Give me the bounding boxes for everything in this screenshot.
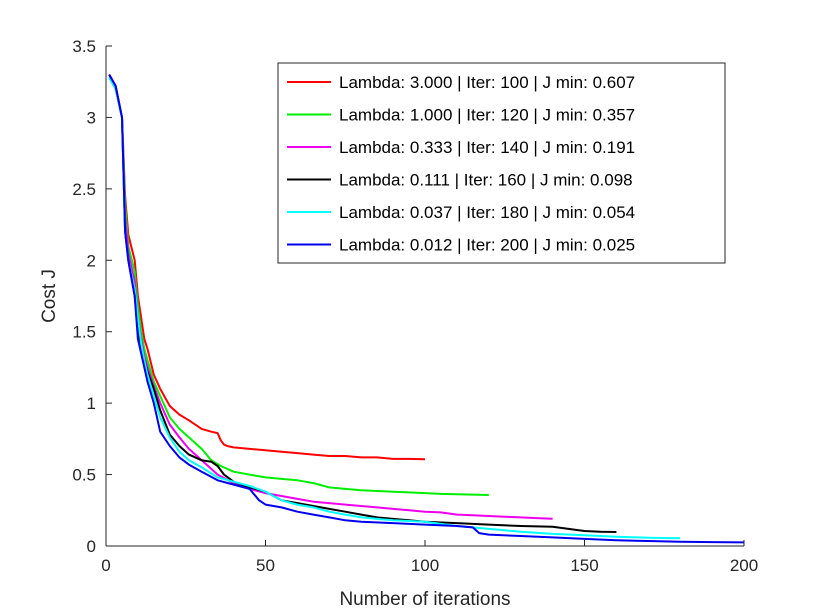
y-tick-label: 1.5 xyxy=(72,323,96,342)
legend-label-2: Lambda: 0.333 | Iter: 140 | J min: 0.191 xyxy=(339,138,635,157)
x-tick-label: 50 xyxy=(256,556,275,575)
y-tick-label: 3 xyxy=(87,108,96,127)
series-layer xyxy=(108,74,745,544)
y-tick-label: 1 xyxy=(87,394,96,413)
x-tick-label: 100 xyxy=(411,556,439,575)
legend-label-0: Lambda: 3.000 | Iter: 100 | J min: 0.607 xyxy=(339,73,635,92)
legend-label-3: Lambda: 0.111 | Iter: 160 | J min: 0.098 xyxy=(339,171,633,190)
legend-label-5: Lambda: 0.012 | Iter: 200 | J min: 0.025 xyxy=(339,236,635,255)
y-tick-label: 0 xyxy=(87,537,96,556)
legend: Lambda: 3.000 | Iter: 100 | J min: 0.607… xyxy=(277,62,726,264)
legend-box xyxy=(277,62,726,264)
x-axis-label: Number of iterations xyxy=(339,589,510,610)
y-axis-label: Cost J xyxy=(39,269,60,323)
tick-layer: 0 50 100 150 200 0 0.5 1 1.5 2 2.5 3 3.5 xyxy=(72,37,758,575)
y-tick-label: 2 xyxy=(87,251,96,270)
x-tick-label: 0 xyxy=(101,556,110,575)
series-line-4 xyxy=(108,76,681,540)
legend-label-1: Lambda: 1.000 | Iter: 120 | J min: 0.357 xyxy=(339,106,635,125)
y-tick-label: 3.5 xyxy=(72,37,96,56)
y-tick-label: 0.5 xyxy=(72,466,96,485)
x-tick-label: 200 xyxy=(730,556,758,575)
legend-label-4: Lambda: 0.037 | Iter: 180 | J min: 0.054 xyxy=(339,203,635,222)
y-tick-label: 2.5 xyxy=(72,180,96,199)
x-tick-label: 150 xyxy=(570,556,598,575)
series-line-5 xyxy=(108,74,745,544)
